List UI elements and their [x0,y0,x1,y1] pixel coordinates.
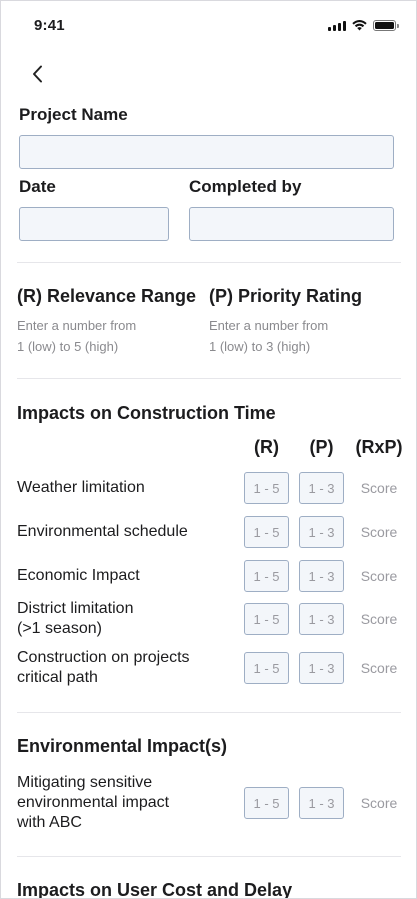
section-title-user-cost: Impacts on User Cost and Delay [17,880,293,899]
priority-input[interactable]: 1 - 3 [299,560,344,592]
priority-hint-line: Enter a number from [209,318,329,333]
row-label-line: Construction on projects [17,649,190,666]
relevance-input[interactable]: 1 - 5 [244,787,289,819]
relevance-input[interactable]: 1 - 5 [244,603,289,635]
relevance-hint-line: Enter a number from [17,318,137,333]
date-label: Date [19,177,56,196]
divider [17,856,401,857]
row-label-line: with ABC [17,814,82,831]
priority-hint-line: 1 (low) to 3 (high) [209,339,311,354]
row-label-line: environmental impact [17,794,170,811]
chevron-left-icon [33,65,42,83]
section-title-environmental: Environmental Impact(s) [17,736,228,756]
date-input[interactable] [19,207,169,241]
divider [17,712,401,713]
status-bar: 9:41 [1,1,416,51]
priority-input[interactable]: 1 - 3 [299,516,344,548]
score-output: Score [360,480,398,496]
project-name-input[interactable] [19,135,394,169]
back-button[interactable] [25,61,49,87]
divider [17,378,401,379]
section-title-construction-time: Impacts on Construction Time [17,403,276,423]
status-icons [328,19,399,31]
relevance-hint-line: 1 (low) to 5 (high) [17,339,119,354]
relevance-input[interactable]: 1 - 5 [244,516,289,548]
column-header-r: (R) [254,437,279,457]
wifi-icon [352,20,367,31]
score-output: Score [360,660,398,676]
row-label-line: Environmental schedule [17,523,188,540]
completed-by-input[interactable] [189,207,394,241]
priority-rating-title: (P) Priority Rating [209,286,363,306]
row-label-line: Weather limitation [17,479,145,496]
signal-icon [328,20,346,31]
battery-icon [373,19,399,31]
relevance-range-title: (R) Relevance Range [17,286,197,306]
relevance-input[interactable]: 1 - 5 [244,652,289,684]
row-label-line: critical path [17,669,98,686]
score-output: Score [360,524,398,540]
priority-input[interactable]: 1 - 3 [299,652,344,684]
row-label-line: Economic Impact [17,567,140,584]
relevance-hint: Enter a number from 1 (low) to 5 (high) [17,315,187,357]
row-label-line: (>1 season) [17,620,102,637]
score-output: Score [360,568,398,584]
row-label-line: District limitation [17,600,134,617]
row-label: Economic Impact [17,566,217,586]
row-label: Environmental schedule [17,522,217,542]
row-label: District limitation (>1 season) [17,599,217,639]
score-output: Score [360,611,398,627]
project-name-label: Project Name [19,105,128,124]
column-header-p: (P) [309,437,334,457]
divider [17,262,401,263]
completed-by-label: Completed by [189,177,302,196]
score-output: Score [360,795,398,811]
row-label: Construction on projects critical path [17,648,217,688]
priority-input[interactable]: 1 - 3 [299,472,344,504]
row-label: Weather limitation [17,478,217,498]
priority-input[interactable]: 1 - 3 [299,603,344,635]
column-header-rxp: (RxP) [355,437,403,457]
priority-hint: Enter a number from 1 (low) to 3 (high) [209,315,379,357]
relevance-input[interactable]: 1 - 5 [244,472,289,504]
row-label-line: Mitigating sensitive [17,774,153,791]
status-time: 9:41 [34,17,65,34]
row-label: Mitigating sensitive environmental impac… [17,773,217,833]
relevance-input[interactable]: 1 - 5 [244,560,289,592]
priority-input[interactable]: 1 - 3 [299,787,344,819]
